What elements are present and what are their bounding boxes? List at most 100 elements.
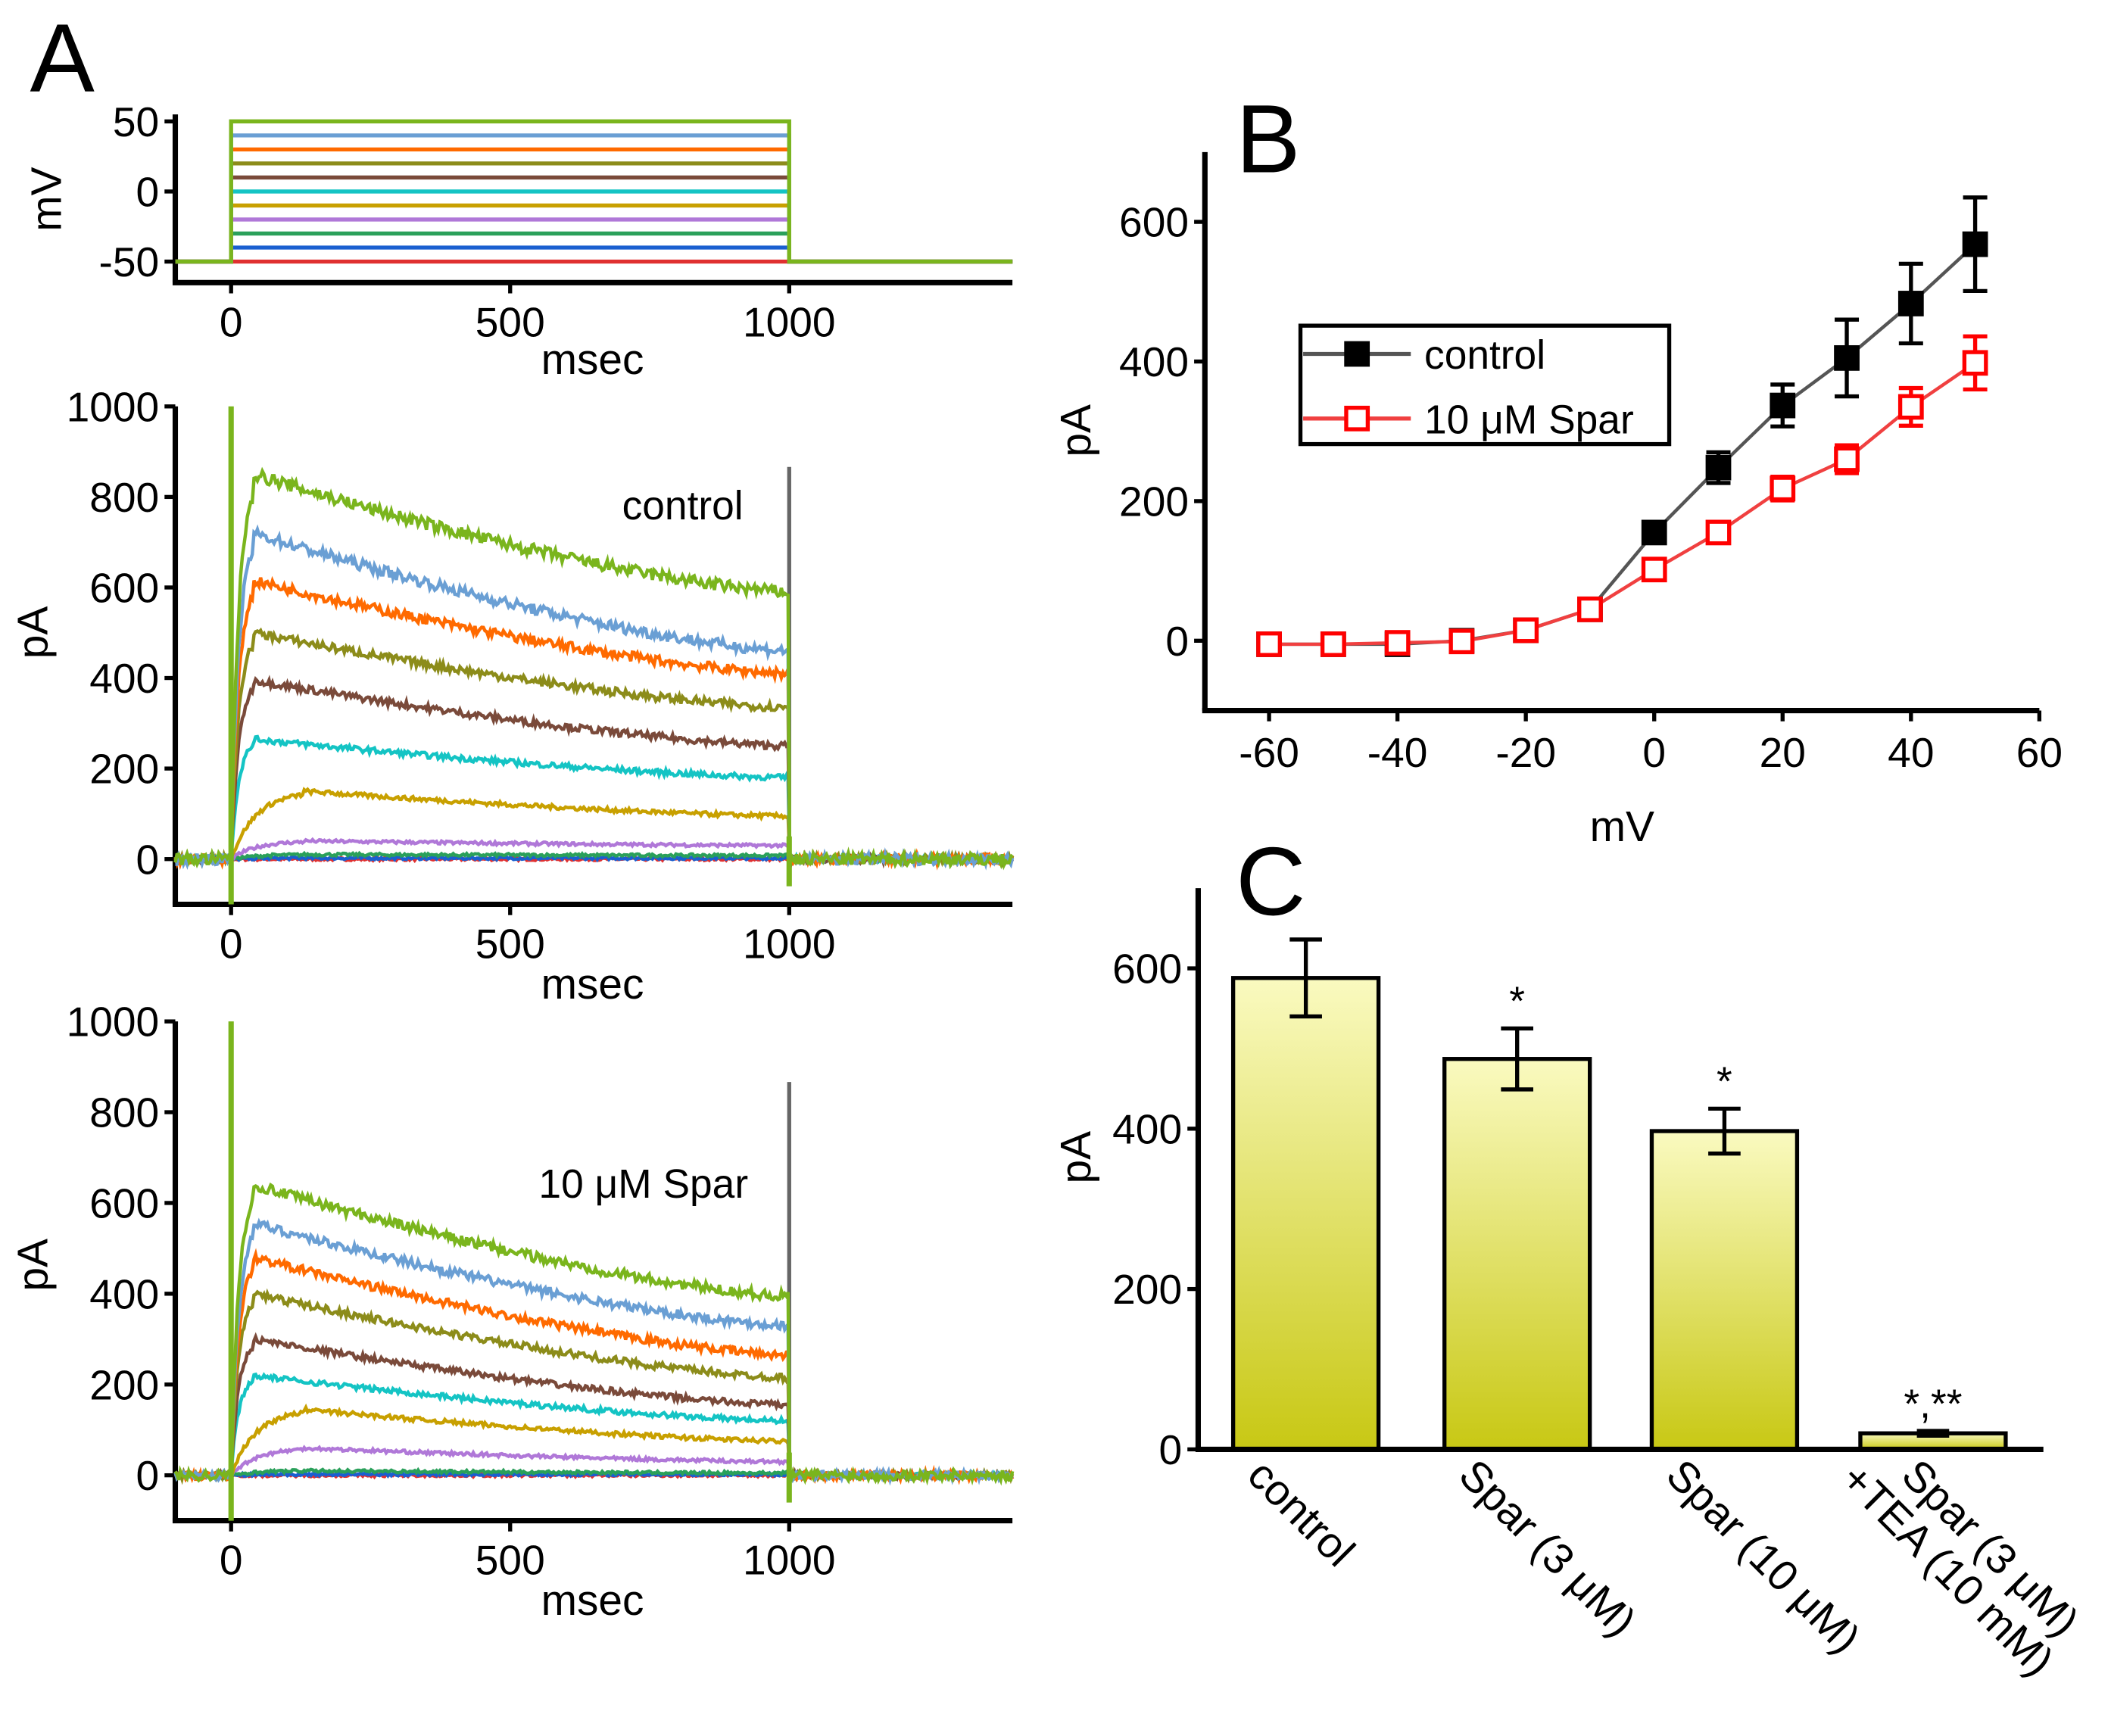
current-trace <box>173 627 1015 869</box>
current-trace <box>173 466 1014 871</box>
x-tick-label: 1000 <box>743 298 836 345</box>
x-tick-label: 20 <box>1760 729 1806 776</box>
y-tick-label: -50 <box>99 238 160 285</box>
y-tick-label: 1000 <box>67 383 160 430</box>
x-tick-label: 0 <box>1642 729 1666 776</box>
x-tick-label: 0 <box>220 1537 243 1584</box>
data-point <box>1641 519 1667 546</box>
category-label-line: control <box>1238 1451 1363 1575</box>
x-tick-label: 60 <box>2016 729 2063 776</box>
data-point <box>1770 475 1796 502</box>
data-point <box>1962 231 1988 257</box>
x-axis-title: msec <box>541 1577 644 1625</box>
condition-label: control <box>622 484 744 528</box>
x-tick-label: -60 <box>1239 729 1299 776</box>
error-bar <box>1708 1106 1741 1156</box>
data-point <box>1770 392 1796 419</box>
x-tick-label: 500 <box>476 1537 545 1584</box>
data-point <box>1897 394 1924 420</box>
data-point <box>1897 291 1924 316</box>
y-tick-label: 400 <box>89 1270 159 1317</box>
y-tick-label: 400 <box>89 655 159 702</box>
significance-marker: * <box>1509 980 1525 1024</box>
legend-label: control <box>1424 333 1545 378</box>
bar <box>1649 1129 1800 1452</box>
y-axis-title: pA <box>1052 404 1100 457</box>
voltage-step-trace <box>175 119 1013 264</box>
x-tick-label: -20 <box>1495 729 1556 776</box>
data-point <box>1320 631 1346 657</box>
y-axis-title: pA <box>10 606 58 659</box>
y-tick-label: 0 <box>136 836 160 883</box>
y-tick-label: 200 <box>89 1361 159 1408</box>
y-tick-label: 50 <box>113 98 159 145</box>
y-tick-label: 800 <box>89 474 159 521</box>
y-tick-label: 600 <box>1119 199 1189 246</box>
x-category-label: control <box>1238 1451 1363 1575</box>
x-category-label: Spar (3 μM)+TEA (10 mM) <box>1832 1423 2095 1686</box>
y-tick-label: 400 <box>1112 1105 1182 1152</box>
voltage-step-trace <box>175 133 1013 264</box>
panel-label-a: A <box>30 5 95 113</box>
voltage-step-trace <box>175 189 1013 264</box>
x-axis-title: msec <box>541 336 644 384</box>
x-tick-label: 1000 <box>743 921 836 968</box>
legend-marker <box>1344 405 1370 432</box>
data-point <box>1962 350 1988 376</box>
x-axis-title: msec <box>541 961 644 1008</box>
current-trace <box>173 1248 1015 1485</box>
condition-label: 10 μM Spar <box>538 1162 748 1207</box>
data-point <box>1705 454 1732 481</box>
voltage-step-trace <box>175 217 1013 264</box>
y-tick-label: 0 <box>1158 1426 1182 1473</box>
legend-marker <box>1344 341 1370 367</box>
current-trace <box>174 1403 1014 1482</box>
y-axis-title: pA <box>1052 1131 1100 1184</box>
y-tick-label: 0 <box>136 168 160 215</box>
data-point <box>1384 630 1411 656</box>
data-point <box>1834 446 1860 472</box>
y-tick-label: 200 <box>1119 478 1189 525</box>
control-current-plot: 0 200 400 600 800 1000 0 500 1000 msec pA control <box>10 383 1015 1008</box>
voltage-step-trace <box>175 245 1013 264</box>
y-tick-label: 400 <box>1119 338 1189 385</box>
x-tick-label: 0 <box>220 921 243 968</box>
y-tick-label: 0 <box>1165 618 1189 665</box>
data-point <box>1256 631 1282 657</box>
x-tick-label: 40 <box>1888 729 1934 776</box>
error-bar <box>1501 1026 1534 1092</box>
data-point <box>1641 556 1667 583</box>
significance-marker: *,** <box>1904 1382 1962 1426</box>
y-tick-label: 0 <box>136 1452 160 1499</box>
bar <box>1442 1057 1592 1452</box>
y-tick-label: 600 <box>89 565 159 612</box>
spar-current-plot: 0 200 400 600 800 1000 0 500 1000 msec pA 10 μM Spa… <box>10 999 1015 1625</box>
significance-marker: * <box>1717 1060 1732 1105</box>
y-axis-title: mV <box>23 167 70 231</box>
y-tick-label: 800 <box>89 1089 159 1136</box>
current-trace <box>175 524 1015 871</box>
panel-label-b: B <box>1236 86 1300 194</box>
bar <box>1230 976 1381 1452</box>
y-tick-label: 600 <box>1112 946 1182 993</box>
x-tick-label: -40 <box>1367 729 1428 776</box>
data-point <box>1513 617 1539 644</box>
data-point <box>1705 519 1732 546</box>
x-axis-title: mV <box>1590 803 1654 851</box>
y-tick-label: 200 <box>89 746 159 793</box>
data-point <box>1448 628 1475 655</box>
iv-curve-plot: 0 200 400 600 -60 -40 -20 0 20 40 60 mV pA control 10 … <box>1052 151 2063 851</box>
x-tick-label: 500 <box>476 921 545 968</box>
y-axis-title: pA <box>10 1239 58 1292</box>
y-tick-label: 200 <box>1112 1266 1182 1313</box>
error-bar <box>1916 1429 1950 1438</box>
data-point <box>1834 344 1860 371</box>
x-tick-label: 1000 <box>743 1537 836 1584</box>
y-tick-label: 600 <box>89 1180 159 1226</box>
current-trace <box>175 675 1015 869</box>
y-tick-label: 1000 <box>67 999 160 1046</box>
data-point <box>1577 596 1603 622</box>
